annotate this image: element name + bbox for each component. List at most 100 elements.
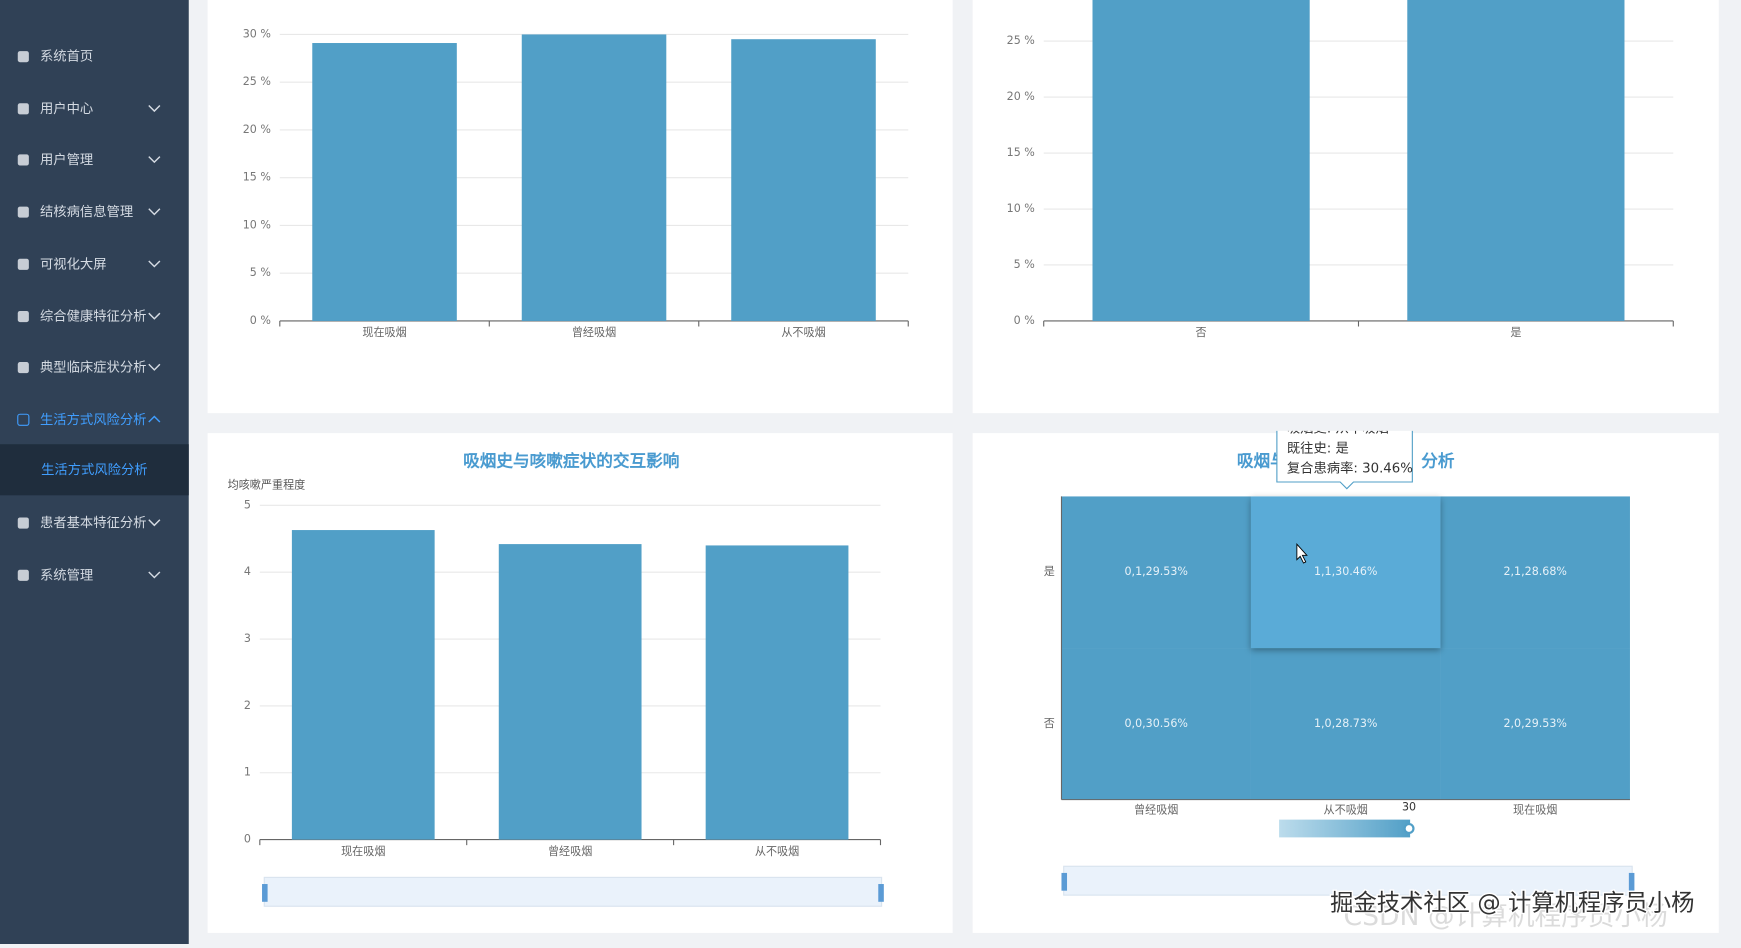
menu-item[interactable]: 结核病信息管理 <box>17 203 161 220</box>
tooltip-line: 既往史: 是 <box>1287 441 1349 457</box>
y-tick-label: 10 % <box>1007 202 1035 215</box>
menu-label: 生活方式风险分析 <box>41 462 148 478</box>
menu-icon <box>17 206 29 218</box>
chart-title: 吸烟与 <box>1237 451 1287 471</box>
menu-icon <box>17 310 29 323</box>
y-tick-label: 15 % <box>243 171 271 184</box>
y-tick-label: 0 % <box>250 314 271 327</box>
y-tick-label: 5 % <box>1014 258 1035 271</box>
menu-item[interactable]: 可视化大屏 <box>17 256 161 272</box>
bar <box>312 43 457 321</box>
y-tick-label: 2 <box>244 699 251 712</box>
data-zoom-handle[interactable] <box>878 884 884 902</box>
x-tick-label: 现在吸烟 <box>341 844 385 858</box>
tooltip-line: 复合患病率: 30.46% <box>1287 460 1413 477</box>
y-tick-label: 15 % <box>1007 146 1035 159</box>
cell-label: 0,0,30.56% <box>1124 717 1187 730</box>
y-tick-label: 1 <box>244 766 251 779</box>
menu-icon <box>17 258 29 270</box>
cell-label: 0,1,29.53% <box>1124 565 1187 578</box>
bar <box>291 530 435 840</box>
mouse-cursor <box>1296 543 1308 564</box>
data-zoom-handle[interactable] <box>1061 872 1068 891</box>
menu-icon <box>17 413 30 426</box>
menu-label: 生活方式风险分析 <box>40 412 147 428</box>
watermark: 掘金技术社区 @ 计算机程序员小杨 <box>1330 890 1694 917</box>
cell-label: 2,1,28.68% <box>1503 565 1566 578</box>
menu-item[interactable]: 用户中心 <box>17 100 161 117</box>
heatmap-cell <box>1061 496 1251 649</box>
menu-label: 结核病信息管理 <box>40 203 133 220</box>
bar <box>521 34 667 321</box>
menu-label: 用户管理 <box>40 151 93 168</box>
menu-item[interactable]: 综合健康特征分析 <box>17 308 161 325</box>
x-tick-label: 从不吸烟 <box>781 325 825 339</box>
menu-item[interactable]: 系统首页 <box>17 49 93 65</box>
x-tick-label: 从不吸烟 <box>755 844 799 858</box>
visual-map-label: 30 <box>1402 800 1416 813</box>
x-tick-label: 是 <box>1510 326 1521 339</box>
menu-icon <box>17 517 29 529</box>
data-zoom-handle[interactable] <box>262 884 268 902</box>
menu-icon <box>17 103 29 115</box>
y-tick-label: 20 % <box>1007 90 1035 103</box>
menu-arrow <box>148 208 161 216</box>
menu-arrow <box>148 363 161 371</box>
y-tick-label: 5 % <box>250 266 271 279</box>
menu-label: 典型临床症状分析 <box>40 360 147 376</box>
data-zoom[interactable] <box>1063 865 1633 896</box>
bar <box>1092 0 1310 321</box>
menu-label: 可视化大屏 <box>40 256 107 272</box>
menu-icon <box>17 362 29 374</box>
menu-item[interactable]: 生活方式风险分析 <box>17 412 161 428</box>
heatmap-cell <box>1440 496 1630 649</box>
y-tick-label: 20 % <box>243 123 271 136</box>
tooltip-box <box>1276 430 1413 490</box>
menu-item[interactable]: 系统管理 <box>17 567 161 583</box>
x-tick-label: 曾经吸烟 <box>1134 803 1178 817</box>
menu-label: 系统首页 <box>40 49 93 65</box>
x-tick-label: 现在吸烟 <box>362 325 406 339</box>
menu-icon <box>17 569 29 581</box>
menu-item[interactable]: 生活方式风险分析 <box>0 444 189 496</box>
visual-map-handle[interactable] <box>1403 822 1415 835</box>
menu-arrow <box>148 260 161 268</box>
y-tick-label: 10 % <box>243 218 271 231</box>
chart-title: 分析 <box>1421 451 1455 471</box>
heatmap-cell <box>1061 648 1251 800</box>
menu-active-bg <box>0 444 189 496</box>
x-tick-label: 从不吸烟 <box>1324 803 1368 817</box>
cell-label: 2,0,29.53% <box>1503 717 1566 730</box>
menu-item[interactable]: 患者基本特征分析 <box>17 515 161 531</box>
data-zoom-handle[interactable] <box>1628 872 1635 891</box>
data-zoom[interactable] <box>263 876 883 907</box>
menu-label: 系统管理 <box>40 567 93 583</box>
cell-label: 1,1,30.46% <box>1314 565 1377 578</box>
watermark: CSDN @计算机程序员小杨 <box>1344 901 1668 932</box>
x-tick-label: 曾经吸烟 <box>572 325 616 339</box>
heatmap-cell <box>1250 496 1441 649</box>
visual-map[interactable] <box>1279 819 1411 838</box>
x-tick-label: 现在吸烟 <box>1513 803 1557 817</box>
chart-title: 吸烟史与咳嗽症状的交互影响 <box>463 451 679 471</box>
x-tick-label: 曾经吸烟 <box>548 844 592 858</box>
y-tick-label: 30 % <box>243 27 271 40</box>
y-tick-label: 否 <box>1044 717 1055 730</box>
heatmap-cell <box>1250 648 1441 800</box>
y-tick-label: 是 <box>1044 565 1055 578</box>
menu-item[interactable]: 用户管理 <box>17 151 161 168</box>
y-tick-label: 25 % <box>1007 34 1035 47</box>
y-tick-label: 0 % <box>1014 314 1035 327</box>
heatmap-cell <box>1440 648 1630 800</box>
cell-label: 1,0,28.73% <box>1314 717 1377 730</box>
y-tick-label: 25 % <box>243 75 271 88</box>
bar <box>498 544 642 840</box>
menu-arrow <box>148 156 161 164</box>
axis-title: 均咳嗽严重程度 <box>228 477 306 491</box>
menu-item[interactable]: 典型临床症状分析 <box>17 360 161 376</box>
y-tick-label: 4 <box>244 565 251 578</box>
menu-arrow <box>148 104 161 113</box>
tooltip-line: 吸烟史: 从不吸烟 <box>1287 421 1389 437</box>
